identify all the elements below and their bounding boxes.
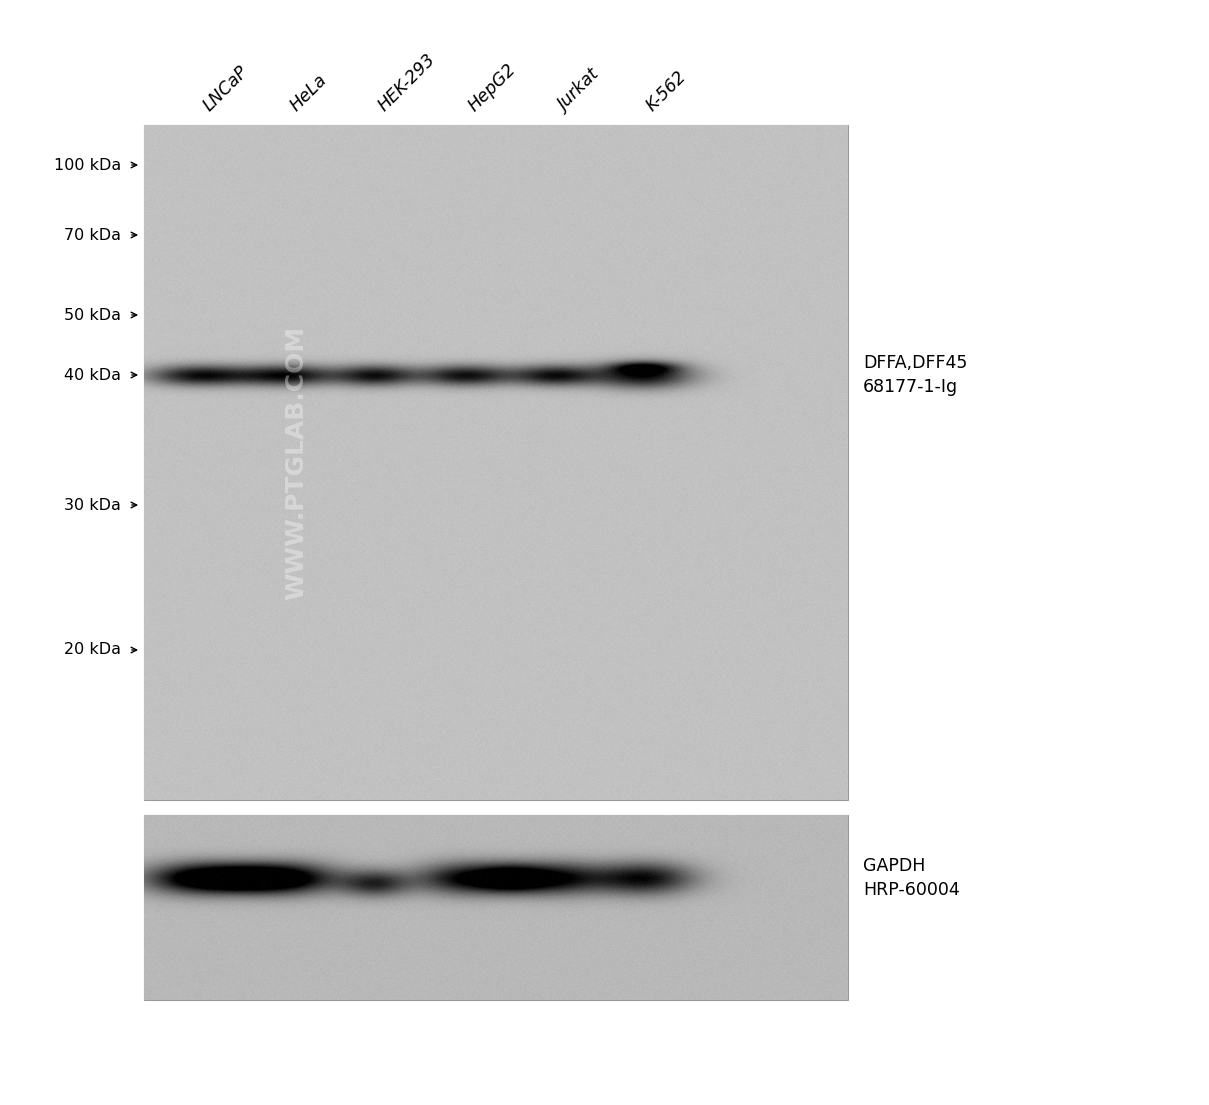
Text: LNCaP: LNCaP: [199, 63, 253, 115]
Text: DFFA,DFF45
68177-1-Ig: DFFA,DFF45 68177-1-Ig: [863, 355, 967, 396]
Text: 20 kDa: 20 kDa: [64, 642, 121, 657]
Text: HEK-293: HEK-293: [375, 51, 439, 115]
Bar: [144, 125, 848, 800]
Bar: [144, 815, 848, 1000]
Text: K-562: K-562: [643, 67, 690, 115]
Text: 100 kDa: 100 kDa: [53, 158, 121, 172]
Text: Jurkat: Jurkat: [555, 66, 603, 115]
Text: HepG2: HepG2: [465, 61, 520, 115]
Text: GAPDH
HRP-60004: GAPDH HRP-60004: [863, 857, 960, 898]
Text: 70 kDa: 70 kDa: [64, 228, 121, 242]
Text: WWW.PTGLAB.COM: WWW.PTGLAB.COM: [284, 326, 308, 600]
Text: 50 kDa: 50 kDa: [64, 307, 121, 323]
Text: 40 kDa: 40 kDa: [64, 368, 121, 382]
Text: HeLa: HeLa: [287, 71, 331, 115]
Text: 30 kDa: 30 kDa: [64, 497, 121, 513]
